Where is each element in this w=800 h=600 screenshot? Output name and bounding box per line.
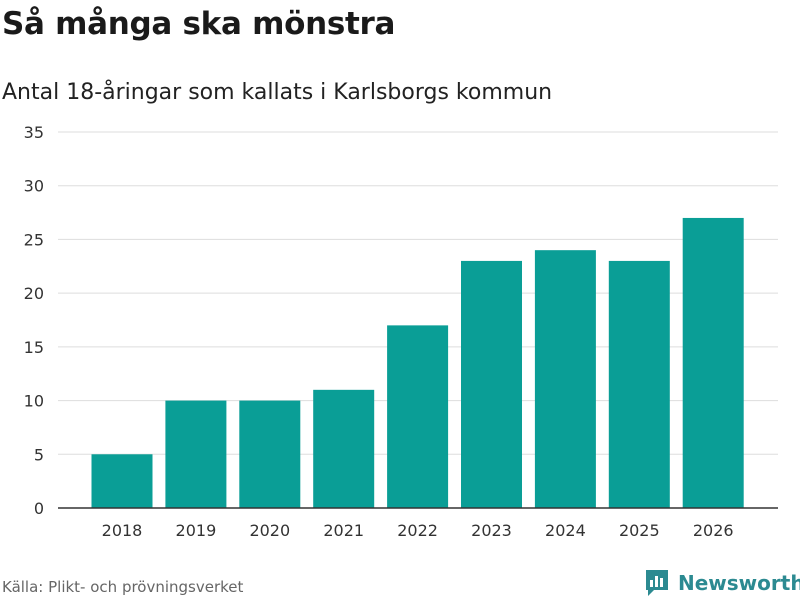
- x-tick-label: 2026: [693, 521, 734, 540]
- x-tick-label: 2021: [323, 521, 364, 540]
- bar-2021: [313, 389, 375, 508]
- x-tick-label: 2020: [249, 521, 290, 540]
- y-tick-label: 25: [24, 230, 44, 249]
- y-tick-label: 5: [34, 445, 44, 464]
- y-tick-label: 10: [24, 392, 44, 411]
- bar-2026: [682, 217, 744, 508]
- y-tick-label: 30: [24, 177, 44, 196]
- y-tick-label: 15: [24, 338, 44, 357]
- x-tick-label: 2018: [102, 521, 143, 540]
- x-tick-label: 2025: [619, 521, 660, 540]
- bar-2022: [387, 325, 449, 508]
- y-tick-label: 20: [24, 284, 44, 303]
- y-tick-label: 35: [24, 123, 44, 142]
- bar-2023: [461, 260, 522, 508]
- bar-2020: [239, 400, 301, 508]
- bar-2024: [534, 250, 596, 508]
- bar-2025: [608, 260, 670, 508]
- bar-2018: [91, 454, 153, 508]
- chart-subtitle: Antal 18-åringar som kallats i Karlsborg…: [2, 80, 553, 105]
- bar-2019: [165, 400, 227, 508]
- chart-title: Så många ska mönstra: [2, 6, 396, 42]
- x-tick-label: 2019: [176, 521, 217, 540]
- y-tick-label: 0: [34, 499, 44, 518]
- x-tick-label: 2024: [545, 521, 586, 540]
- source-note: Källa: Plikt- och prövningsverket: [2, 578, 244, 596]
- brand-name: Newsworthy: [678, 571, 800, 595]
- newsworthy-logo-icon: [646, 570, 668, 596]
- x-tick-label: 2023: [471, 521, 512, 540]
- brand-logo: Newsworthy: [644, 568, 800, 598]
- x-tick-label: 2022: [397, 521, 438, 540]
